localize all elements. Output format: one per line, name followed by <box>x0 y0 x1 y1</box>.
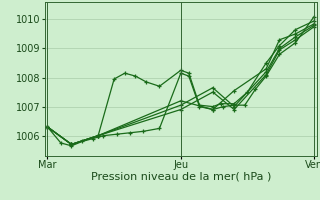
X-axis label: Pression niveau de la mer( hPa ): Pression niveau de la mer( hPa ) <box>91 172 271 182</box>
